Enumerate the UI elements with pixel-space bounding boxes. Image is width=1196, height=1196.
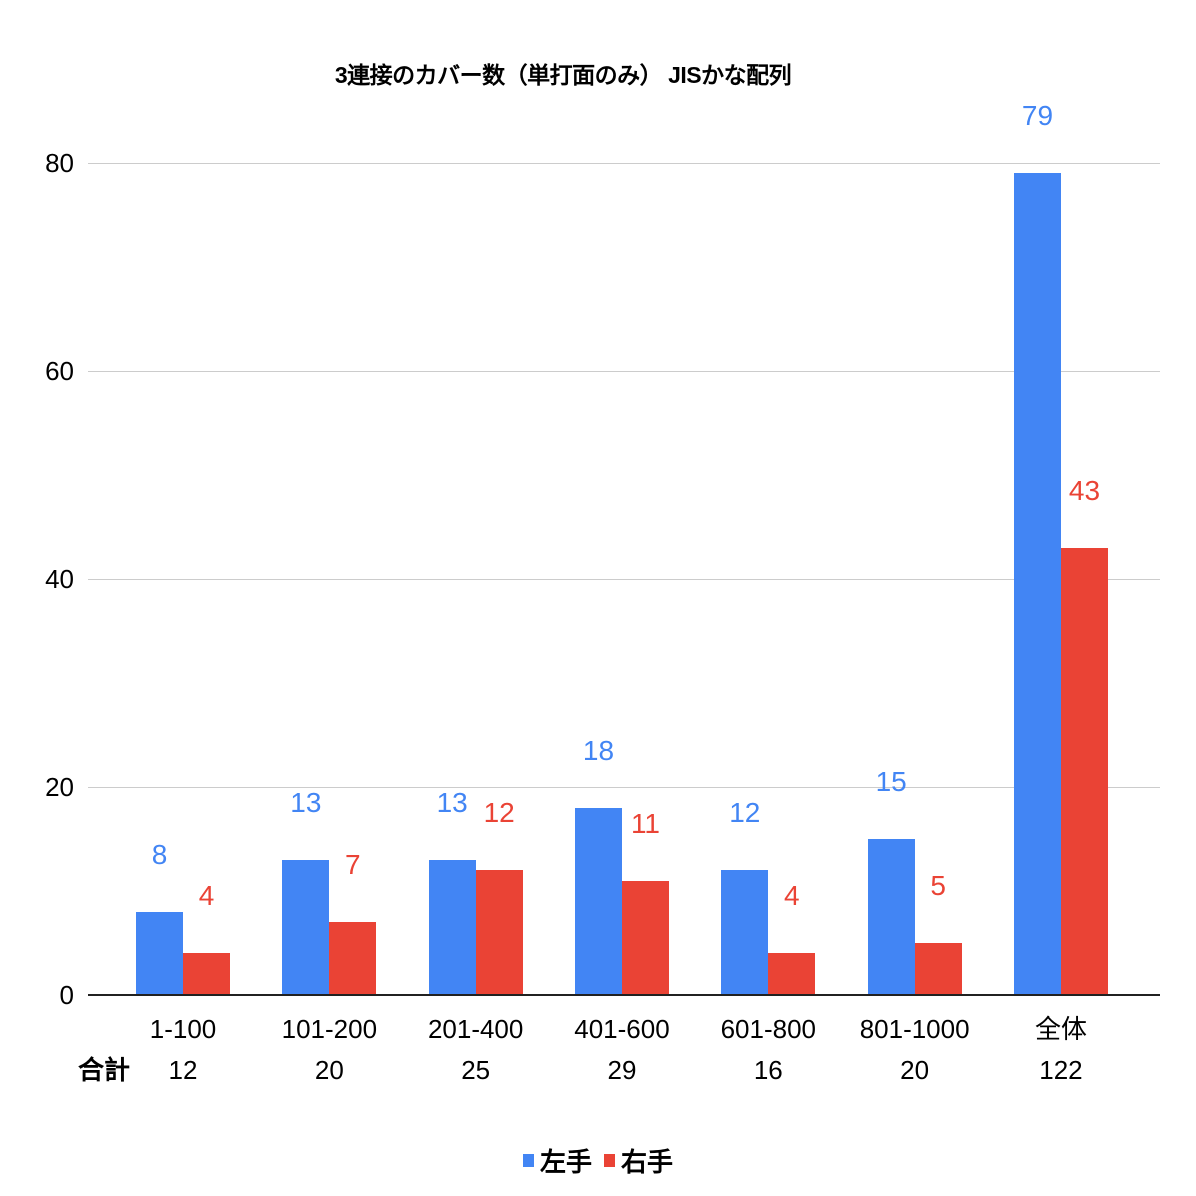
legend-swatch-left-hand (522, 1154, 534, 1167)
total-value-401-600: 29 (607, 1055, 637, 1085)
bar-right-hand-801-1000 (914, 943, 962, 995)
value-label-left-hand-801-1000: 15 (875, 766, 907, 797)
total-value-1-100: 12 (168, 1055, 198, 1085)
legend: 左手 右手 (0, 1142, 1196, 1179)
x-axis-label-601-800: 601-800 (720, 1014, 817, 1044)
bar-left-hand-801-1000 (867, 839, 915, 995)
value-label-right-hand-601-800: 4 (784, 880, 800, 912)
x-axis-label-201-400: 201-400 (427, 1014, 524, 1044)
bar-right-hand-601-800 (768, 953, 816, 995)
bar-right-hand-201-400 (475, 870, 523, 995)
value-label-left-hand-201-400: 13 (436, 786, 468, 818)
gridline-80 (88, 163, 1160, 164)
x-axis-label-401-600: 401-600 (574, 1014, 670, 1044)
total-value-101-200: 20 (314, 1055, 344, 1085)
x-axis-label-全体: 全体 (1034, 1014, 1087, 1044)
total-value-801-1000: 20 (900, 1055, 930, 1085)
value-label-left-hand-101-200: 13 (290, 786, 322, 818)
y-axis-tick-40: 40 (45, 564, 74, 594)
x-axis-line (88, 994, 1160, 996)
gridline-20 (88, 787, 1160, 788)
gridline-60 (88, 371, 1160, 372)
bar-left-hand-401-600 (574, 807, 622, 995)
legend-swatch-right-hand (604, 1154, 615, 1167)
value-label-right-hand-801-1000: 5 (930, 870, 946, 901)
value-label-right-hand-401-600: 11 (630, 807, 661, 839)
value-label-right-hand-101-200: 7 (345, 849, 361, 881)
value-label-right-hand-1-100: 4 (198, 880, 215, 912)
gridline-40 (88, 579, 1160, 580)
y-axis-tick-0: 0 (59, 980, 74, 1010)
value-label-right-hand-全体: 43 (1068, 474, 1101, 506)
legend-item-right-hand: 右手 (604, 1142, 673, 1179)
bar-right-hand-全体 (1060, 547, 1108, 995)
value-label-left-hand-601-800: 12 (729, 797, 761, 829)
bar-left-hand-201-400 (428, 859, 476, 995)
total-value-601-800: 16 (753, 1055, 783, 1085)
chart-title: 3連接のカバー数（単打面のみ） JISかな配列 (334, 62, 792, 88)
legend-label-left-hand: 左手 (539, 1147, 592, 1177)
bar-right-hand-1-100 (183, 953, 230, 995)
value-label-left-hand-1-100: 8 (151, 838, 168, 870)
bar-right-hand-101-200 (329, 922, 377, 995)
bar-right-hand-401-600 (621, 880, 669, 995)
total-value-全体: 122 (1039, 1055, 1083, 1085)
value-label-left-hand-401-600: 18 (582, 734, 615, 766)
y-axis-tick-20: 20 (45, 772, 74, 802)
y-axis-tick-60: 60 (45, 356, 74, 386)
y-axis-tick-80: 80 (45, 148, 74, 178)
bar-left-hand-全体 (1013, 173, 1061, 995)
value-label-right-hand-201-400: 12 (483, 797, 515, 829)
x-axis-label-1-100: 1-100 (149, 1014, 217, 1044)
bar-left-hand-1-100 (136, 911, 183, 995)
x-axis-label-801-1000: 801-1000 (859, 1014, 970, 1044)
total-value-201-400: 25 (461, 1055, 491, 1085)
totals-row-label: 合計 (77, 1055, 130, 1085)
value-label-left-hand-全体: 79 (1021, 100, 1054, 132)
bar-left-hand-101-200 (282, 859, 330, 995)
legend-label-right-hand: 右手 (621, 1147, 674, 1177)
legend-item-left-hand: 左手 (522, 1142, 592, 1179)
x-axis-label-101-200: 101-200 (281, 1014, 378, 1044)
bar-left-hand-601-800 (721, 870, 769, 995)
